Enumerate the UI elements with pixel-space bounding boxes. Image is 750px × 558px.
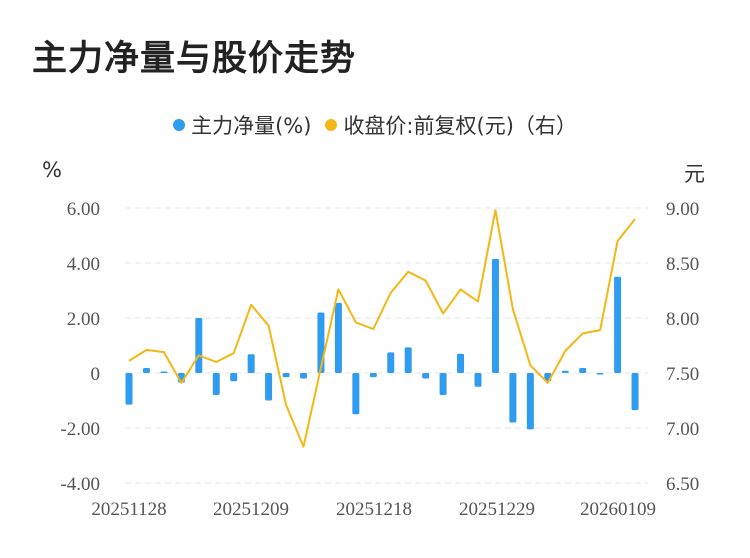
right-tick-label: 9.00	[666, 199, 699, 220]
bar	[247, 354, 255, 373]
right-axis-unit: 元	[684, 162, 705, 186]
bar	[474, 373, 482, 387]
left-tick-label: -4.00	[60, 474, 100, 495]
bar	[125, 373, 133, 405]
bar	[404, 347, 412, 373]
bar	[265, 373, 273, 401]
bar	[142, 368, 150, 373]
left-tick-label: -2.00	[60, 419, 100, 440]
left-tick-label: 6.00	[67, 199, 100, 220]
chart-title: 主力净量与股价走势	[32, 39, 357, 79]
bar	[631, 373, 639, 411]
legend-dot-icon	[173, 119, 186, 131]
x-tick-label: 20251229	[459, 499, 535, 520]
bar	[369, 373, 377, 378]
bar	[334, 302, 342, 373]
bar	[212, 373, 220, 395]
bar	[160, 371, 168, 373]
left-tick-label: 4.00	[67, 254, 100, 275]
bar	[457, 353, 465, 373]
right-tick-label: 6.50	[666, 474, 699, 495]
x-tick-label: 20251209	[213, 499, 289, 520]
x-tick-label: 20260109	[580, 499, 656, 520]
right-tick-label: 7.00	[666, 419, 699, 440]
legend-item-close-price[interactable]: 收盘价:前复权(元)（右）	[325, 110, 577, 140]
left-tick-label: 0	[91, 364, 101, 385]
bar	[352, 373, 360, 415]
bar	[596, 373, 604, 375]
chart-legend: 主力净量(%) 收盘价:前复权(元)（右）	[0, 110, 750, 140]
bar	[561, 370, 569, 373]
bar	[282, 373, 290, 378]
left-axis-unit: %	[42, 158, 62, 182]
bar	[439, 373, 447, 395]
legend-label: 主力净量(%)	[191, 114, 312, 138]
right-tick-label: 7.50	[666, 364, 699, 385]
legend-label: 收盘价:前复权(元)（右）	[343, 114, 577, 138]
left-tick-label: 2.00	[67, 309, 100, 330]
bar	[422, 373, 430, 379]
x-tick-label: 20251128	[91, 499, 166, 520]
legend-item-net-volume[interactable]: 主力净量(%)	[173, 110, 311, 140]
price-line	[128, 209, 636, 448]
bar	[614, 276, 622, 373]
right-tick-label: 8.50	[666, 254, 699, 275]
bar	[387, 352, 395, 373]
legend-dot-icon	[325, 119, 338, 131]
bar	[526, 373, 534, 430]
bar	[195, 318, 203, 373]
x-tick-label: 20251218	[336, 499, 412, 520]
bar	[491, 258, 499, 373]
bar	[579, 368, 587, 373]
bar	[509, 373, 517, 423]
bar	[300, 373, 307, 379]
bar	[230, 373, 238, 382]
right-tick-label: 8.00	[666, 309, 699, 330]
